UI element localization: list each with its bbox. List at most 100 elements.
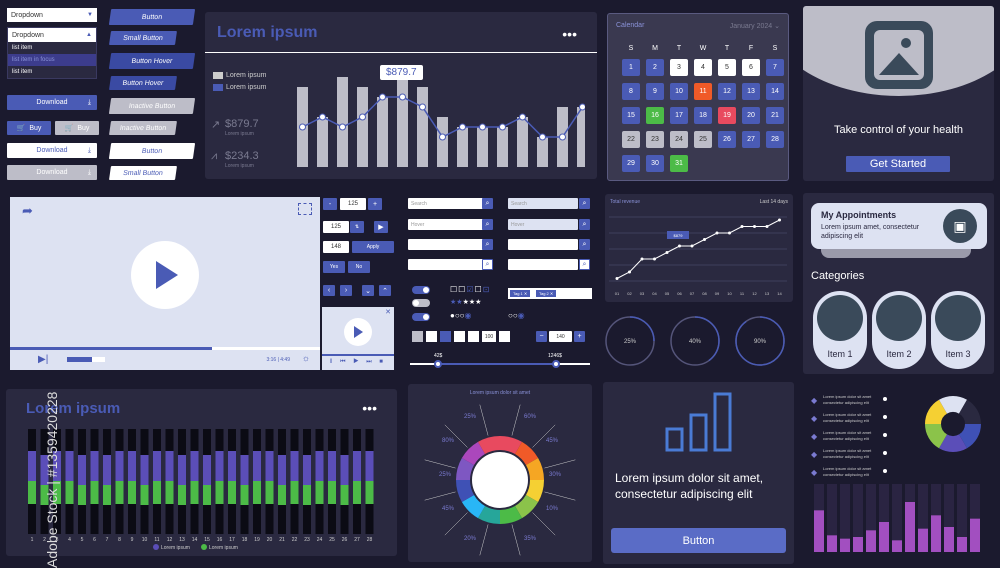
progress-bar[interactable]: [10, 347, 320, 350]
month-selector[interactable]: January 2024 ⌄: [730, 22, 780, 30]
page-box[interactable]: [412, 331, 423, 342]
search-icon[interactable]: ⌕: [579, 239, 590, 250]
stepper-value[interactable]: 125: [323, 221, 349, 233]
search-input-dark[interactable]: Search: [508, 198, 578, 209]
calendar-day[interactable]: 4: [694, 59, 712, 76]
chevron-right-button[interactable]: ›: [340, 285, 352, 296]
range-handle[interactable]: [434, 360, 442, 368]
calendar-day[interactable]: 14: [766, 83, 784, 100]
tag-chip[interactable]: Tag 1 ✕: [510, 290, 531, 297]
stepper-value[interactable]: 140: [549, 331, 572, 342]
toggle-on[interactable]: [412, 286, 430, 294]
appointment-card[interactable]: My Appointments Lorem ipsum amet, consec…: [811, 203, 987, 249]
play-button[interactable]: [344, 318, 372, 346]
calendar-day[interactable]: 25: [694, 131, 712, 148]
download-button-inactive[interactable]: Download ⤓: [7, 165, 97, 180]
calendar-day[interactable]: 11: [694, 83, 712, 100]
calendar-day[interactable]: 26: [718, 131, 736, 148]
search-input-empty[interactable]: [408, 259, 483, 270]
calendar-day[interactable]: 8: [622, 83, 640, 100]
list-item-focus[interactable]: list item in focus: [8, 54, 96, 66]
dropdown-open-header[interactable]: Dropdown ▲: [8, 28, 96, 42]
play-button[interactable]: [131, 241, 199, 309]
category-item[interactable]: Item 3: [931, 291, 985, 369]
page-box[interactable]: [454, 331, 465, 342]
button-hover[interactable]: Button Hover: [108, 53, 196, 69]
minus-button[interactable]: -: [323, 198, 337, 210]
tag-input[interactable]: Tag 1 ✕ Tag 2 ✕: [508, 288, 592, 299]
calendar-day[interactable]: 15: [622, 107, 640, 124]
yes-button[interactable]: Yes: [323, 261, 345, 273]
inactive-button-small[interactable]: Inactive Button: [109, 121, 177, 135]
button-hover-small[interactable]: Button Hover: [109, 76, 177, 90]
small-button[interactable]: Small Button: [109, 31, 177, 45]
radio-group[interactable]: ●○○◉: [450, 311, 472, 320]
search-icon[interactable]: ⌕: [482, 239, 493, 250]
calendar-day[interactable]: 1: [622, 59, 640, 76]
range-handle[interactable]: [552, 360, 560, 368]
search-icon[interactable]: ⌕: [579, 219, 590, 230]
small-button-white[interactable]: Small Button: [109, 166, 177, 180]
dropdown-open[interactable]: Dropdown ▲ list item list item in focus …: [7, 27, 97, 79]
calendar-day[interactable]: 12: [718, 83, 736, 100]
calendar-day[interactable]: 7: [766, 59, 784, 76]
page-value[interactable]: 100: [482, 331, 496, 342]
search-input[interactable]: Search: [408, 198, 483, 209]
mini-player[interactable]: ✕ ‖ ⏮ ▶ ⏭ ■: [322, 307, 394, 370]
promo-button[interactable]: Button: [611, 528, 786, 553]
search-input-empty[interactable]: [408, 239, 483, 250]
star-rating[interactable]: ★★★★★: [450, 299, 482, 306]
chevron-down-button[interactable]: ⌄: [362, 285, 374, 296]
toggle-off[interactable]: [412, 299, 430, 307]
close-icon[interactable]: ✕: [385, 309, 391, 316]
calendar-day[interactable]: 30: [646, 155, 664, 172]
search-icon[interactable]: ⌕: [579, 198, 590, 209]
inactive-button[interactable]: Inactive Button: [108, 98, 196, 114]
stepper-value[interactable]: 148: [323, 241, 349, 253]
play-small-button[interactable]: ▶: [374, 221, 388, 233]
page-box[interactable]: [426, 331, 437, 342]
more-icon[interactable]: •••: [562, 26, 577, 42]
category-item[interactable]: Item 2: [872, 291, 926, 369]
light-icon[interactable]: ☼: [301, 353, 310, 363]
apply-button[interactable]: Apply: [352, 241, 394, 253]
chevron-left-button[interactable]: ‹: [323, 285, 335, 296]
search-input-empty[interactable]: [508, 239, 578, 250]
buy-button-inactive[interactable]: 🛒 Buy: [55, 121, 99, 135]
share-icon[interactable]: ➦: [22, 203, 33, 218]
page-box[interactable]: [499, 331, 510, 342]
video-player[interactable]: ➦ ▶| 3:16 | 4:49 ☼: [10, 197, 320, 370]
checkbox-group[interactable]: ☐☐☑☐⊡: [450, 285, 491, 294]
download-button-white[interactable]: Download ⤓: [7, 143, 97, 158]
get-started-button[interactable]: Get Started: [846, 156, 950, 172]
toggle-on[interactable]: [412, 313, 430, 321]
search-input-dark-hover[interactable]: Hover: [508, 219, 578, 230]
search-input-hover[interactable]: Hover: [408, 219, 483, 230]
calendar-day[interactable]: 19: [718, 107, 736, 124]
tag-chip[interactable]: Tag 2 ✕: [536, 290, 557, 297]
minus-button[interactable]: −: [536, 331, 547, 342]
stepper-value[interactable]: 125: [340, 198, 366, 210]
page-box[interactable]: [440, 331, 451, 342]
search-input-empty[interactable]: [508, 259, 578, 270]
calendar-day[interactable]: 2: [646, 59, 664, 76]
volume-slider[interactable]: [67, 357, 105, 362]
calendar-day[interactable]: 21: [766, 107, 784, 124]
calendar-day[interactable]: 27: [742, 131, 760, 148]
button-white[interactable]: Button: [108, 143, 196, 159]
search-icon[interactable]: ⌕: [579, 259, 590, 270]
calendar-day[interactable]: 3: [670, 59, 688, 76]
calendar-day[interactable]: 17: [670, 107, 688, 124]
download-button[interactable]: Download ⤓: [7, 95, 97, 110]
no-button[interactable]: No: [348, 261, 370, 273]
page-box[interactable]: [468, 331, 479, 342]
buy-button[interactable]: 🛒 Buy: [7, 121, 51, 135]
calendar-day[interactable]: 23: [646, 131, 664, 148]
calendar-day[interactable]: 5: [718, 59, 736, 76]
skip-icon[interactable]: ▶|: [38, 354, 49, 365]
plus-button[interactable]: +: [368, 198, 382, 210]
calendar-day[interactable]: 28: [766, 131, 784, 148]
search-icon[interactable]: ⌕: [482, 198, 493, 209]
pagination[interactable]: 100: [412, 331, 510, 342]
chevron-up-button[interactable]: ⌃: [379, 285, 391, 296]
